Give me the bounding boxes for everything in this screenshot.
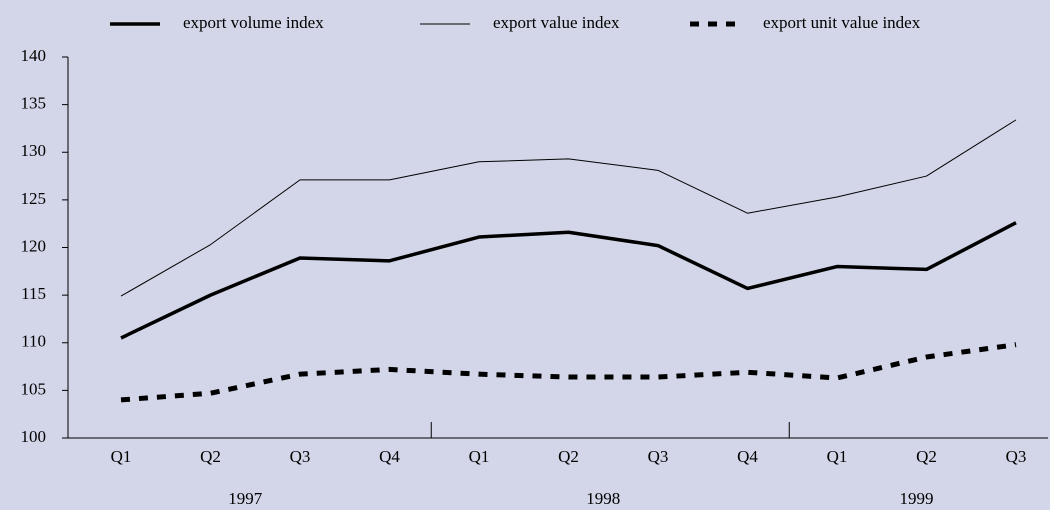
year-label: 1997 (228, 489, 263, 508)
series-line (120, 221, 1017, 340)
y-tick-label: 110 (21, 332, 46, 351)
x-tick-label: Q3 (1006, 447, 1027, 466)
x-tick-label: Q2 (916, 447, 937, 466)
y-tick-label: 125 (21, 189, 47, 208)
year-label: 1998 (586, 489, 620, 508)
year-label: 1999 (900, 489, 934, 508)
y-tick-label: 120 (21, 236, 47, 255)
series-line (120, 119, 1017, 297)
x-tick-label: Q1 (827, 447, 848, 466)
x-tick-label: Q1 (111, 447, 132, 466)
x-tick-label: Q2 (558, 447, 579, 466)
x-tick-label: Q4 (379, 447, 400, 466)
y-tick-label: 130 (21, 141, 47, 160)
legend-label: export volume index (183, 13, 324, 32)
legend-label: export value index (493, 13, 620, 32)
y-tick-label: 140 (21, 46, 47, 65)
x-tick-label: Q1 (469, 447, 490, 466)
legend-label: export unit value index (763, 13, 921, 32)
x-tick-label: Q2 (200, 447, 221, 466)
x-tick-label: Q3 (648, 447, 669, 466)
x-tick-label: Q4 (737, 447, 758, 466)
y-tick-label: 135 (21, 94, 47, 113)
x-tick-label: Q3 (290, 447, 311, 466)
y-tick-label: 100 (21, 427, 47, 446)
y-tick-label: 115 (21, 284, 46, 303)
y-tick-label: 105 (21, 379, 47, 398)
series-line (120, 342, 1017, 403)
